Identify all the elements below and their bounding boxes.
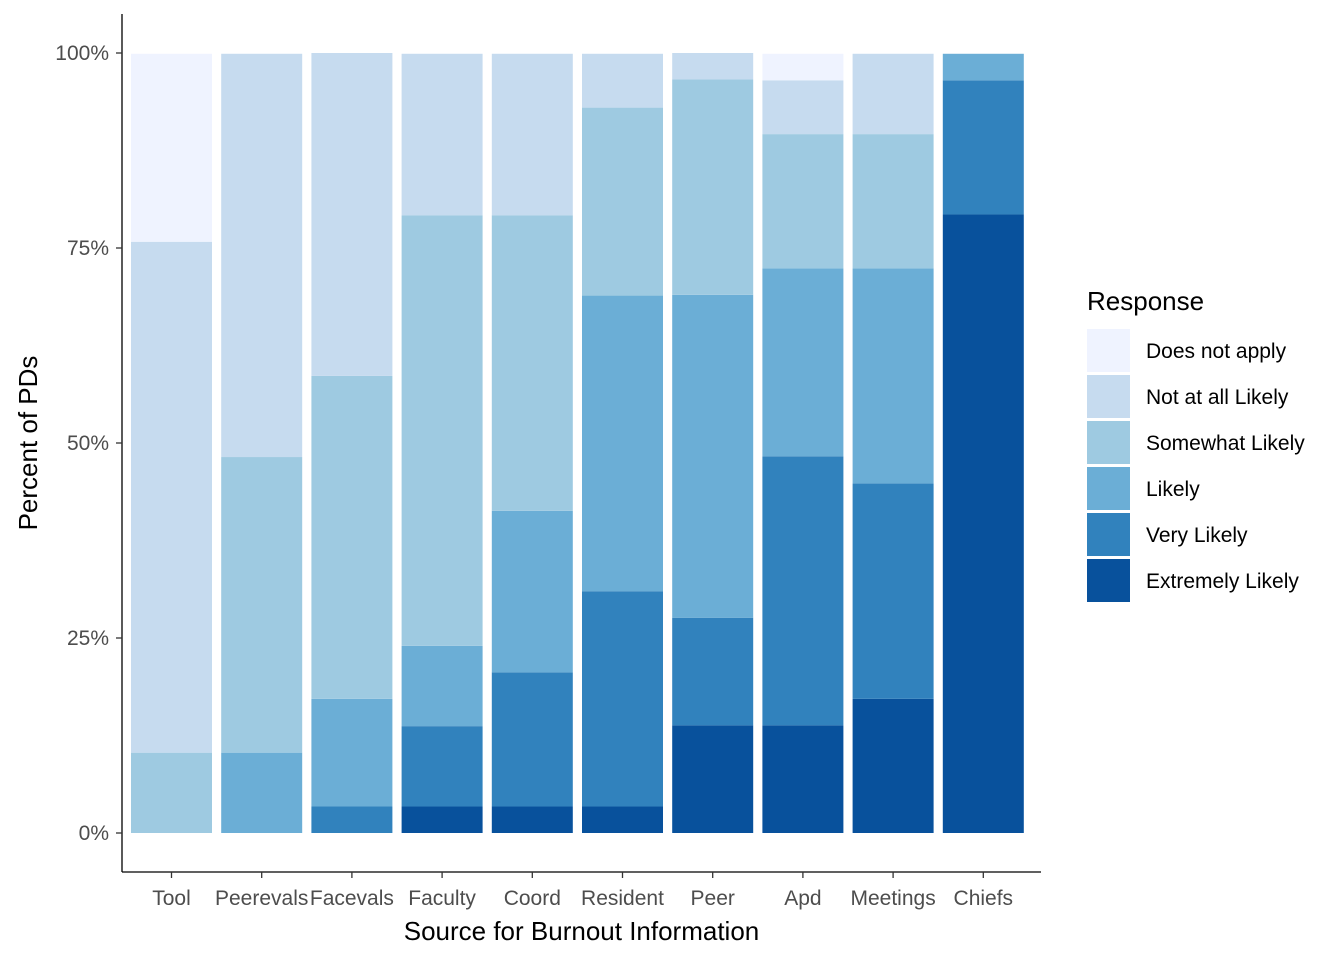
bar-segment-coord-extremely-likely: [491, 806, 573, 833]
legend-label: Likely: [1146, 478, 1200, 501]
bar-segment-apd-not-at-all-likely: [762, 80, 844, 135]
x-tick-label: Tool: [152, 887, 191, 910]
bar-group-resident: [582, 53, 663, 833]
y-tick-label: 75%: [67, 237, 109, 260]
bar-segment-resident-not-at-all-likely: [582, 53, 663, 108]
bar-segment-resident-likely: [582, 295, 663, 592]
y-axis-title: Percent of PDs: [13, 356, 43, 531]
bar-segment-resident-extremely-likely: [582, 806, 663, 833]
x-tick-label: Apd: [784, 887, 821, 910]
bar-segment-meetings-not-at-all-likely: [852, 53, 934, 135]
bar-group-coord: [491, 53, 573, 833]
x-tick-label: Resident: [581, 887, 664, 910]
bar-group-peer: [672, 53, 754, 833]
bar-segment-faculty-very-likely: [401, 726, 483, 807]
bar-segment-tool-does-not-apply: [131, 53, 212, 242]
legend-swatch-extremely-likely: [1087, 559, 1130, 602]
x-tick-label: Peer: [691, 887, 735, 910]
bar-segment-facevals-somewhat-likely: [311, 375, 393, 699]
bar-segment-meetings-very-likely: [852, 483, 934, 699]
bar-group-apd: [762, 53, 844, 833]
bar-segment-peerevals-likely: [221, 752, 303, 833]
y-axis-ticks: 0% 25% 50% 75% 100%: [55, 42, 122, 845]
bar-segment-chiefs-extremely-likely: [942, 214, 1024, 833]
bars-layer: [131, 53, 1024, 833]
legend-title: Response: [1087, 286, 1204, 316]
bar-segment-peer-somewhat-likely: [672, 79, 754, 295]
legend-items: Does not apply Not at all Likely Somewhat …: [1087, 329, 1305, 602]
bar-segment-faculty-somewhat-likely: [401, 215, 483, 646]
bar-group-peerevals: [221, 53, 303, 833]
legend-swatch-does-not-apply: [1087, 329, 1130, 372]
bar-segment-tool-not-at-all-likely: [131, 241, 212, 753]
bar-segment-peer-extremely-likely: [672, 725, 754, 833]
bar-segment-peer-likely: [672, 294, 754, 618]
y-tick-label: 50%: [67, 432, 109, 455]
bar-segment-peerevals-somewhat-likely: [221, 457, 303, 753]
legend-label: Not at all Likely: [1146, 386, 1289, 409]
bar-segment-apd-somewhat-likely: [762, 134, 844, 269]
bar-segment-apd-likely: [762, 268, 844, 457]
bar-segment-coord-very-likely: [491, 672, 573, 807]
bar-group-meetings: [852, 53, 934, 833]
bar-group-chiefs: [942, 53, 1024, 833]
x-axis-title: Source for Burnout Information: [404, 916, 760, 946]
bar-segment-apd-very-likely: [762, 456, 844, 726]
x-tick-label: Chiefs: [954, 887, 1014, 910]
y-tick-label: 25%: [67, 627, 109, 650]
legend: Response Does not apply Not at all Likely…: [1087, 286, 1305, 602]
bar-segment-coord-somewhat-likely: [491, 215, 573, 511]
bar-segment-resident-somewhat-likely: [582, 107, 663, 296]
x-axis-ticks: Tool Peerevals Facevals Faculty Coord Residen…: [152, 872, 1013, 910]
bar-segment-resident-very-likely: [582, 591, 663, 807]
bar-segment-meetings-somewhat-likely: [852, 134, 934, 269]
legend-swatch-not-at-all-likely: [1087, 375, 1130, 418]
bar-segment-peerevals-not-at-all-likely: [221, 53, 303, 458]
bar-segment-chiefs-very-likely: [942, 80, 1024, 215]
x-tick-label: Coord: [504, 887, 561, 910]
legend-swatch-likely: [1087, 467, 1130, 510]
bar-segment-apd-extremely-likely: [762, 725, 844, 833]
legend-label: Does not apply: [1146, 340, 1287, 363]
bar-segment-meetings-likely: [852, 268, 934, 484]
bar-segment-peer-not-at-all-likely: [672, 53, 754, 80]
bar-segment-apd-does-not-apply: [762, 53, 844, 81]
bar-segment-peer-very-likely: [672, 617, 754, 726]
bar-segment-faculty-likely: [401, 645, 483, 727]
legend-label: Somewhat Likely: [1146, 432, 1305, 455]
bar-segment-faculty-not-at-all-likely: [401, 53, 483, 216]
bar-segment-coord-not-at-all-likely: [491, 53, 573, 216]
bar-segment-coord-likely: [491, 510, 573, 673]
legend-swatch-somewhat-likely: [1087, 421, 1130, 464]
bar-segment-facevals-not-at-all-likely: [311, 53, 393, 376]
x-tick-label: Meetings: [850, 887, 935, 910]
y-tick-label: 0%: [79, 822, 109, 845]
x-tick-label: Faculty: [408, 887, 476, 910]
y-tick-label: 100%: [55, 42, 109, 65]
bar-group-faculty: [401, 53, 483, 833]
bar-segment-facevals-likely: [311, 698, 393, 807]
legend-label: Extremely Likely: [1146, 570, 1299, 593]
bar-segment-tool-somewhat-likely: [131, 752, 212, 833]
x-tick-label: Facevals: [310, 887, 394, 910]
x-tick-label: Peerevals: [215, 887, 308, 910]
bar-segment-chiefs-likely: [942, 53, 1024, 81]
legend-label: Very Likely: [1146, 524, 1248, 547]
bar-segment-faculty-extremely-likely: [401, 806, 483, 833]
legend-swatch-very-likely: [1087, 513, 1130, 556]
bar-segment-meetings-extremely-likely: [852, 698, 934, 833]
bar-group-facevals: [311, 53, 393, 833]
bar-group-tool: [131, 53, 212, 833]
bar-segment-facevals-very-likely: [311, 806, 393, 833]
